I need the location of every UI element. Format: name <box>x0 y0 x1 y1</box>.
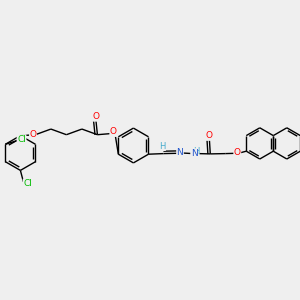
Text: H: H <box>159 142 166 151</box>
Text: O: O <box>206 131 213 140</box>
Text: Cl: Cl <box>23 179 32 188</box>
Text: H: H <box>193 147 199 156</box>
Text: O: O <box>92 112 99 121</box>
Text: N: N <box>191 149 197 158</box>
Text: O: O <box>29 130 37 139</box>
Text: Cl: Cl <box>17 135 26 144</box>
Text: N: N <box>177 148 183 157</box>
Text: O: O <box>110 128 117 136</box>
Text: O: O <box>234 148 241 157</box>
